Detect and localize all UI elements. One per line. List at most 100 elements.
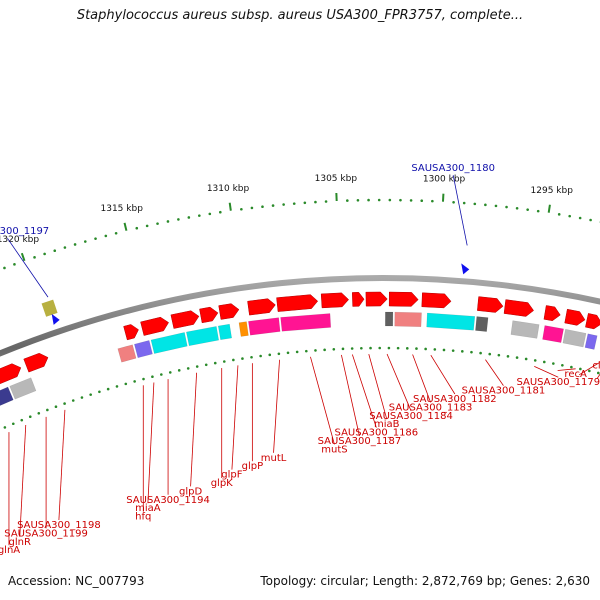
inner-track-dot bbox=[277, 352, 281, 356]
inner-track-dot bbox=[387, 346, 391, 350]
cog-block bbox=[562, 328, 587, 348]
map-title: Staphylococcus aureus subsp. aureus USA3… bbox=[76, 8, 524, 23]
gene-arrow bbox=[218, 303, 240, 320]
scale-tick-label: 1320 kbp bbox=[0, 235, 39, 245]
gene-label: recA bbox=[564, 369, 587, 380]
inner-track-dot bbox=[20, 418, 24, 422]
cog-block bbox=[584, 333, 598, 350]
scale-dot bbox=[177, 218, 180, 221]
gene-label: SAUSA300_1179 bbox=[516, 377, 600, 388]
gene-label: SAUSA300_1181 bbox=[462, 386, 546, 397]
accession-text: Accession: NC_007793 bbox=[8, 574, 145, 588]
scale-dot bbox=[187, 216, 191, 219]
inner-track-dot bbox=[133, 380, 136, 383]
scale-dot bbox=[53, 249, 57, 252]
inner-track-dot bbox=[561, 363, 564, 367]
cog-block bbox=[475, 316, 489, 332]
scale-major-tick bbox=[20, 252, 26, 262]
inner-track-dot bbox=[488, 352, 492, 356]
scale-major-tick bbox=[547, 204, 551, 213]
scale-dot bbox=[431, 199, 434, 203]
scale-dot bbox=[515, 206, 519, 210]
scale-tick-label: 1315 kbp bbox=[101, 204, 144, 214]
scale-dot bbox=[198, 214, 201, 217]
gene-label: SAUSA300_1182 bbox=[413, 394, 497, 405]
scale-dot bbox=[63, 246, 67, 249]
scale-dot bbox=[271, 204, 275, 207]
scale-dot bbox=[145, 224, 149, 228]
gene-label: cinA bbox=[592, 360, 600, 371]
inner-track-dot bbox=[89, 393, 92, 396]
inner-track-dot bbox=[204, 363, 208, 367]
inner-track-dot bbox=[222, 360, 226, 363]
inner-track-dot bbox=[533, 359, 537, 362]
outer-gene-label: SAUSA300_1197 bbox=[0, 226, 49, 237]
inner-track-dot bbox=[151, 375, 154, 379]
inner-track-dot bbox=[424, 347, 427, 351]
genome-backbone bbox=[0, 275, 600, 357]
inner-track-dot bbox=[442, 348, 446, 352]
gene-label: miaA bbox=[135, 503, 161, 514]
inner-track-dot bbox=[98, 390, 101, 394]
scale-dot bbox=[473, 202, 477, 206]
inner-track-dot bbox=[259, 354, 262, 358]
scale-tick-label: 1305 kbp bbox=[315, 174, 358, 184]
gene-leader-line bbox=[430, 355, 456, 395]
scale-dot bbox=[452, 200, 455, 204]
inner-track-dot bbox=[451, 349, 455, 352]
gene-leader-line bbox=[578, 361, 600, 376]
cog-block bbox=[394, 311, 422, 328]
inner-track-dot bbox=[305, 349, 308, 353]
scale-dot bbox=[526, 208, 529, 211]
inner-track-dot bbox=[124, 382, 128, 386]
inner-track-dot bbox=[232, 358, 235, 362]
gene-leader-line bbox=[147, 382, 155, 504]
inner-track-dot bbox=[596, 371, 600, 375]
scale-tick-label: 1310 kbp bbox=[207, 184, 250, 194]
gene-leader-line bbox=[341, 354, 360, 437]
cog-block bbox=[186, 326, 220, 347]
scale-dot bbox=[324, 200, 328, 203]
inner-track-dot bbox=[570, 365, 573, 369]
gene-label: glpK bbox=[211, 478, 233, 489]
cog-block bbox=[0, 386, 14, 406]
gene-label: glpF bbox=[221, 470, 242, 481]
inner-track-dot bbox=[142, 377, 145, 381]
inner-track-dot bbox=[46, 408, 49, 412]
scale-dot bbox=[388, 198, 392, 202]
inner-track-dot bbox=[71, 399, 75, 402]
gene-label: glnA bbox=[0, 545, 20, 556]
genome-summary-text: Topology: circular; Length: 2,872,769 bp… bbox=[260, 574, 590, 588]
inner-track-dot bbox=[28, 415, 32, 418]
gene-leader-line bbox=[58, 409, 66, 521]
scale-dot bbox=[568, 214, 571, 218]
gene-label: SAUSA300_1194 bbox=[126, 495, 210, 506]
gene-label: mutL bbox=[261, 453, 287, 464]
inner-track-dot bbox=[115, 385, 119, 388]
scale-dot bbox=[83, 240, 87, 243]
inner-track-dot bbox=[497, 353, 501, 357]
scale-dot bbox=[135, 226, 139, 230]
gene-arrow bbox=[247, 298, 276, 316]
gene-leader-line bbox=[557, 368, 576, 371]
cog-block bbox=[9, 377, 37, 400]
gene-arrow bbox=[477, 296, 504, 313]
inner-track-dot bbox=[369, 346, 372, 350]
scale-dot bbox=[536, 209, 540, 213]
inner-track-dot bbox=[341, 347, 345, 351]
scale-dot bbox=[114, 231, 118, 235]
scale-dot bbox=[73, 243, 77, 246]
inner-track-dot bbox=[479, 351, 482, 355]
cog-block bbox=[134, 340, 153, 359]
scale-tick-label: 1300 kbp bbox=[423, 175, 466, 185]
scale-dot bbox=[282, 203, 285, 206]
cog-block bbox=[150, 332, 188, 354]
outer-features bbox=[41, 263, 470, 325]
gene-leader-line bbox=[485, 359, 504, 386]
inner-track-dot bbox=[63, 402, 66, 405]
gene-arrow bbox=[140, 316, 169, 336]
scale-dot bbox=[208, 212, 212, 216]
inner-track-dot bbox=[524, 357, 528, 361]
